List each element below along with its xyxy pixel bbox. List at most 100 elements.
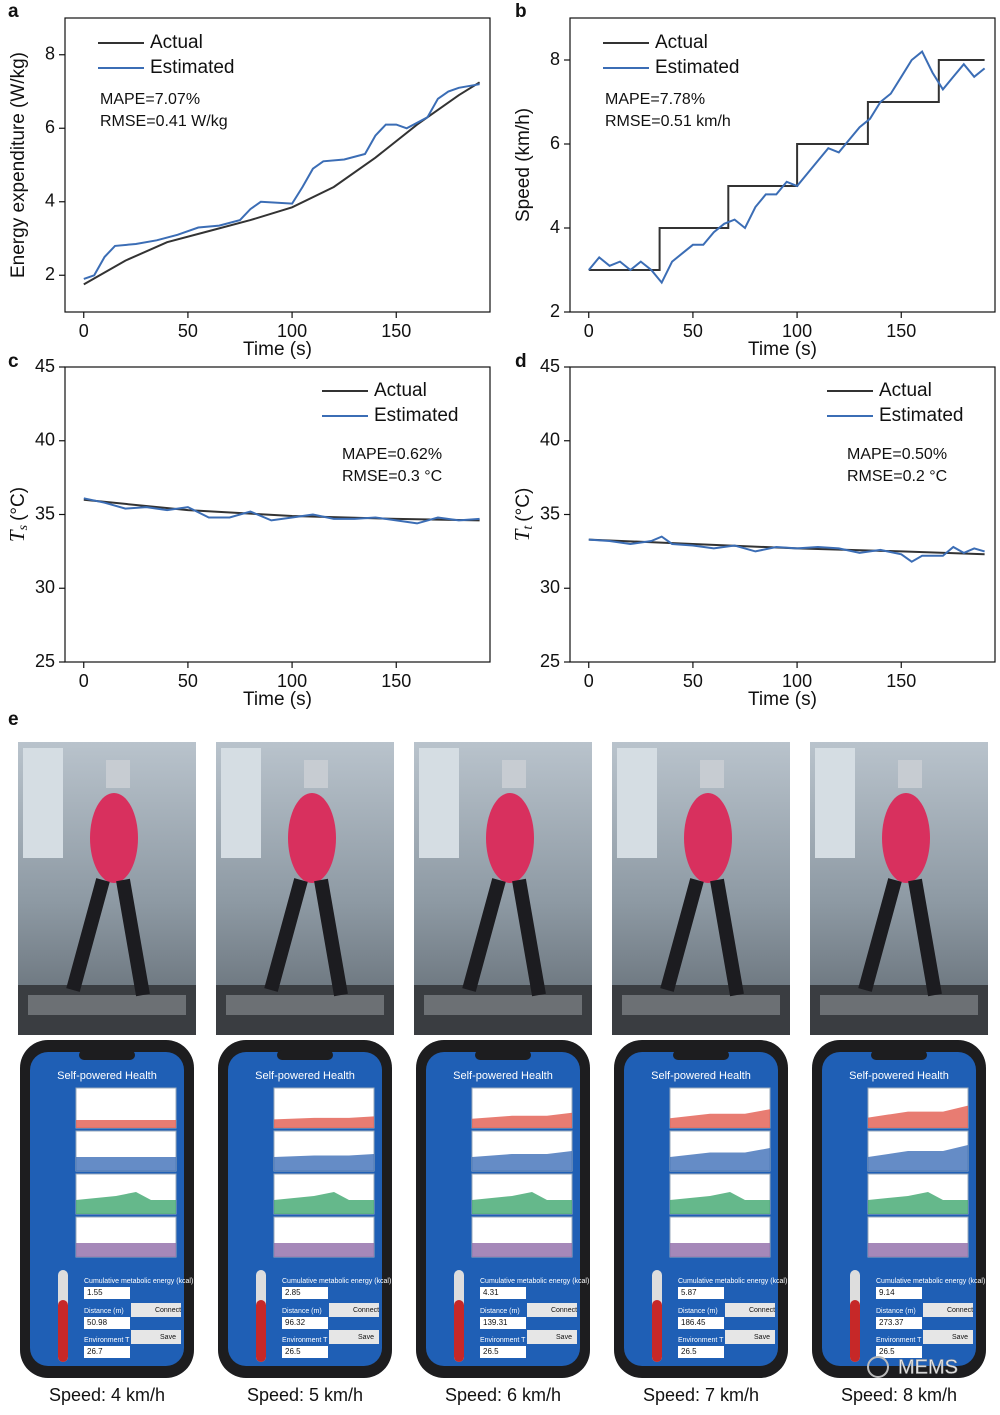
field-box <box>876 1317 922 1329</box>
field-value: 96.32 <box>285 1318 306 1327</box>
legend-label: Estimated <box>879 405 963 426</box>
mini-area <box>274 1243 374 1257</box>
connect-button[interactable] <box>527 1303 577 1317</box>
connect-label: Connect <box>749 1307 775 1314</box>
window <box>221 748 261 858</box>
field-box <box>84 1287 130 1299</box>
mini-area <box>274 1192 374 1214</box>
window <box>419 748 459 858</box>
data-line <box>83 81 481 286</box>
mini-area <box>670 1192 770 1214</box>
y-label-subscript: t <box>521 525 536 530</box>
x-axis-label: Time (s) <box>243 689 312 710</box>
y-tick-label: 45 <box>35 356 55 376</box>
treadmill-belt <box>820 995 978 1015</box>
data-line <box>588 59 985 271</box>
window <box>815 748 855 858</box>
connect-label: Connect <box>353 1307 379 1314</box>
face-blur <box>106 760 130 788</box>
treadmill-belt <box>226 995 384 1015</box>
field-label: Distance (m) <box>282 1308 322 1315</box>
panel-label: d <box>515 351 527 372</box>
notch <box>79 1050 135 1060</box>
x-tick-label: 50 <box>178 671 198 691</box>
connect-button[interactable] <box>923 1303 973 1317</box>
caption: Speed: 6 km/h <box>445 1385 561 1405</box>
field-label: Distance (m) <box>876 1308 916 1315</box>
notch <box>673 1050 729 1060</box>
field-label: Distance (m) <box>678 1308 718 1315</box>
field-box <box>84 1317 130 1329</box>
field-value: 139.31 <box>483 1318 508 1327</box>
field-value: 26.5 <box>483 1347 499 1356</box>
x-tick-label: 100 <box>277 321 307 341</box>
mini-area <box>76 1243 176 1257</box>
annotation: MAPE=0.62% <box>342 446 442 463</box>
face-blur <box>898 760 922 788</box>
field-box <box>282 1346 328 1358</box>
legend-label: Actual <box>879 380 932 401</box>
y-label-unit: (°C) <box>8 487 29 521</box>
legend-label: Actual <box>150 32 203 53</box>
mini-area <box>868 1145 968 1171</box>
mini-area <box>670 1243 770 1257</box>
field-value: 9.14 <box>879 1288 895 1297</box>
save-button[interactable] <box>131 1330 181 1344</box>
data-line <box>83 498 480 522</box>
field-value: 26.5 <box>879 1347 895 1356</box>
field-box <box>876 1346 922 1358</box>
field-label: Distance (m) <box>84 1308 124 1315</box>
torso <box>684 793 732 883</box>
app-title: Self-powered Health <box>651 1070 751 1082</box>
panel-label: b <box>515 1 527 22</box>
save-button[interactable] <box>527 1330 577 1344</box>
face-blur <box>700 760 724 788</box>
x-tick-label: 50 <box>178 321 198 341</box>
x-tick-label: 150 <box>886 671 916 691</box>
notch <box>277 1050 333 1060</box>
save-button[interactable] <box>725 1330 775 1344</box>
face-blur <box>304 760 328 788</box>
watermark-icon <box>867 1356 889 1378</box>
y-label-symbol: T <box>510 528 534 541</box>
field-box <box>84 1346 130 1358</box>
mini-area <box>670 1148 770 1171</box>
mini-area <box>76 1157 176 1171</box>
plot-frame <box>64 366 491 663</box>
field-box <box>876 1287 922 1299</box>
window <box>617 748 657 858</box>
mini-area <box>76 1192 176 1214</box>
watermark: MEMS <box>898 1356 958 1378</box>
connect-button[interactable] <box>131 1303 181 1317</box>
mini-area <box>274 1116 374 1128</box>
field-value: 186.45 <box>681 1318 706 1327</box>
connect-button[interactable] <box>725 1303 775 1317</box>
y-tick-label: 4 <box>45 191 55 211</box>
connect-button[interactable] <box>329 1303 379 1317</box>
x-tick-label: 100 <box>782 321 812 341</box>
mini-area <box>472 1151 572 1171</box>
treadmill-belt <box>28 995 186 1015</box>
save-button[interactable] <box>923 1330 973 1344</box>
save-button[interactable] <box>329 1330 379 1344</box>
y-tick-label: 30 <box>540 577 560 597</box>
y-tick-label: 40 <box>35 430 55 450</box>
caption: Speed: 8 km/h <box>841 1385 957 1405</box>
panel-label: c <box>8 351 19 372</box>
y-tick-label: 35 <box>540 503 560 523</box>
save-label: Save <box>556 1334 572 1341</box>
field-label: Cumulative metabolic energy (kcal) <box>678 1278 787 1285</box>
y-tick-label: 45 <box>540 356 560 376</box>
mini-area <box>76 1120 176 1128</box>
y-tick-label: 2 <box>45 264 55 284</box>
y-tick-label: 8 <box>45 44 55 64</box>
data-line <box>588 535 985 563</box>
legend-label: Estimated <box>655 57 739 78</box>
notch <box>475 1050 531 1060</box>
y-tick-label: 35 <box>35 503 55 523</box>
save-label: Save <box>160 1334 176 1341</box>
save-label: Save <box>358 1334 374 1341</box>
window <box>23 748 63 858</box>
app-title: Self-powered Health <box>849 1070 949 1082</box>
